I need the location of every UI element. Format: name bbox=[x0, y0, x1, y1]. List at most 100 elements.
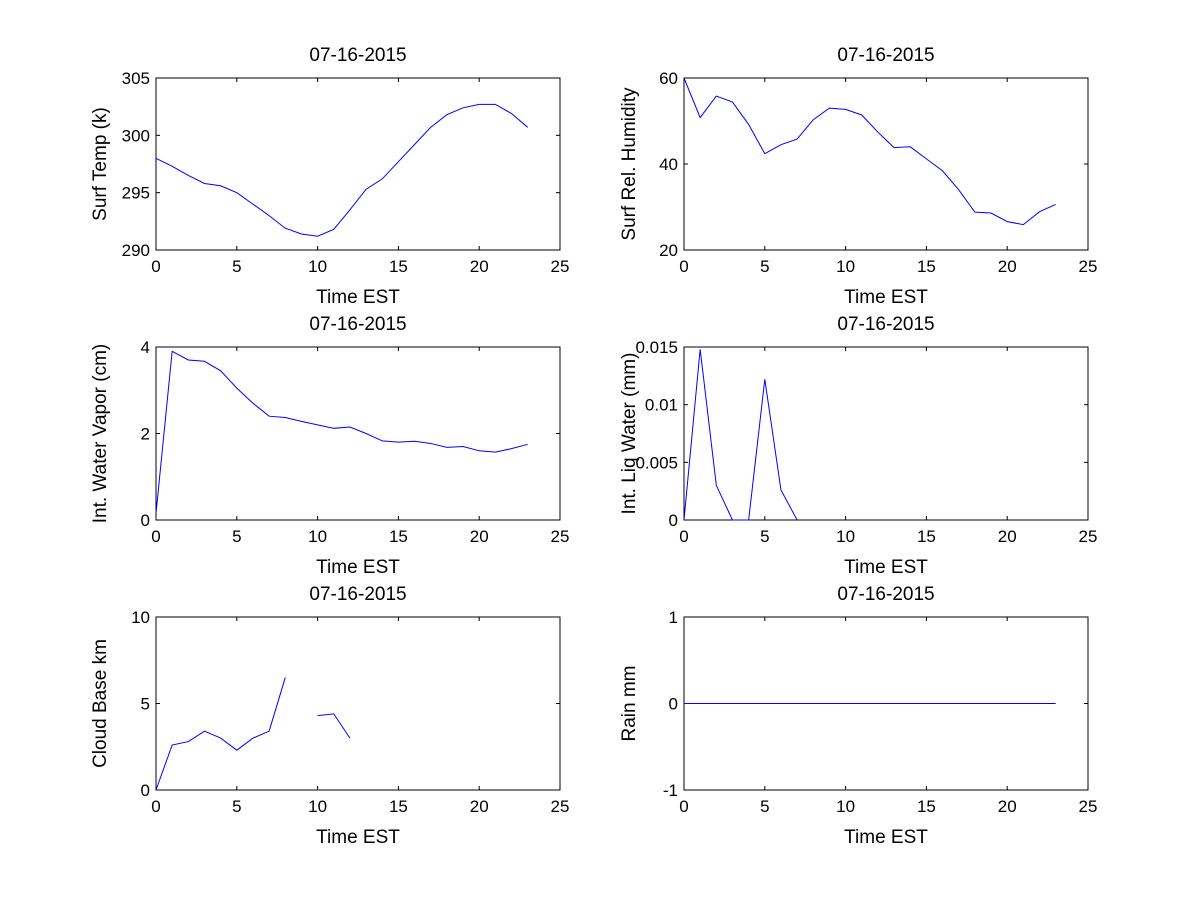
series-line bbox=[155, 677, 351, 791]
y-axis-label: Rain mm bbox=[619, 665, 640, 741]
x-tick-label: 15 bbox=[389, 797, 408, 816]
data-point bbox=[861, 703, 862, 704]
data-point bbox=[188, 741, 189, 742]
x-tick-label: 15 bbox=[917, 257, 936, 276]
subplot-1: 0 5 10 15 20 25 290 295 300 305 07-16-2015 Time EST… bbox=[90, 45, 569, 308]
y-tick-label: 0.01 bbox=[645, 396, 678, 415]
data-point bbox=[365, 189, 366, 190]
x-tick-label: 20 bbox=[998, 257, 1017, 276]
data-point bbox=[1023, 703, 1024, 704]
data-point bbox=[748, 519, 749, 520]
data-point bbox=[797, 519, 798, 520]
chart-title: 07-16-2015 bbox=[837, 314, 934, 335]
data-point bbox=[700, 117, 701, 118]
data-point bbox=[204, 361, 205, 362]
data-point bbox=[462, 107, 463, 108]
x-tick-label: 0 bbox=[151, 527, 160, 546]
data-point bbox=[301, 421, 302, 422]
data-point bbox=[764, 703, 765, 704]
data-point bbox=[700, 703, 701, 704]
y-tick-label: 10 bbox=[131, 608, 150, 627]
x-tick-label: 25 bbox=[1079, 797, 1098, 816]
data-point bbox=[155, 789, 156, 790]
data-point bbox=[285, 417, 286, 418]
data-point bbox=[349, 426, 350, 427]
data-point bbox=[462, 446, 463, 447]
x-tick-label: 5 bbox=[232, 797, 241, 816]
data-point bbox=[974, 703, 975, 704]
data-point bbox=[301, 233, 302, 234]
data-point bbox=[829, 108, 830, 109]
data-point bbox=[398, 442, 399, 443]
axes-frame bbox=[683, 346, 1089, 521]
data-point bbox=[220, 185, 221, 186]
data-point bbox=[716, 703, 717, 704]
data-point bbox=[829, 703, 830, 704]
data-point bbox=[813, 703, 814, 704]
data-point bbox=[942, 170, 943, 171]
data-point bbox=[1007, 703, 1008, 704]
x-tick-label: 0 bbox=[679, 257, 688, 276]
data-point bbox=[317, 424, 318, 425]
data-point bbox=[861, 114, 862, 115]
y-axis-label: Surf Temp (k) bbox=[90, 107, 111, 221]
subplot-2: 0 5 10 15 20 25 20 40 60 07-16-2015 Time EST Surf R… bbox=[619, 45, 1097, 308]
data-point bbox=[764, 153, 765, 154]
data-point bbox=[204, 731, 205, 732]
x-tick-label: 10 bbox=[308, 257, 327, 276]
data-point bbox=[172, 744, 173, 745]
data-point bbox=[349, 738, 350, 739]
x-tick-label: 20 bbox=[998, 527, 1017, 546]
data-point bbox=[382, 178, 383, 179]
data-point bbox=[958, 703, 959, 704]
y-axis-label: Surf Rel. Humidity bbox=[619, 87, 640, 241]
x-tick-label: 10 bbox=[308, 527, 327, 546]
data-point bbox=[700, 349, 701, 350]
data-point bbox=[1039, 211, 1040, 212]
data-point bbox=[1039, 703, 1040, 704]
data-point bbox=[1055, 204, 1056, 205]
chart-title: 07-16-2015 bbox=[309, 584, 406, 605]
data-point bbox=[220, 370, 221, 371]
data-point bbox=[990, 703, 991, 704]
data-point bbox=[748, 124, 749, 125]
data-point bbox=[1007, 221, 1008, 222]
x-axis-label: Time EST bbox=[316, 557, 400, 578]
data-point bbox=[155, 158, 156, 159]
data-point bbox=[252, 403, 253, 404]
x-tick-label: 5 bbox=[760, 257, 769, 276]
axes-frame bbox=[155, 616, 561, 791]
data-point bbox=[716, 485, 717, 486]
x-tick-label: 0 bbox=[679, 797, 688, 816]
data-point bbox=[1055, 703, 1056, 704]
y-tick-label: 305 bbox=[122, 69, 150, 88]
data-point bbox=[479, 450, 480, 451]
data-point bbox=[683, 77, 684, 78]
x-tick-label: 5 bbox=[232, 527, 241, 546]
data-point bbox=[926, 703, 927, 704]
series-line bbox=[683, 77, 1056, 226]
data-point bbox=[414, 144, 415, 145]
chart-title: 07-16-2015 bbox=[309, 314, 406, 335]
data-point bbox=[974, 212, 975, 213]
x-tick-label: 15 bbox=[389, 527, 408, 546]
chart-title: 07-16-2015 bbox=[837, 584, 934, 605]
data-point bbox=[527, 127, 528, 128]
data-point bbox=[446, 114, 447, 115]
data-point bbox=[527, 444, 528, 445]
data-point bbox=[317, 715, 318, 716]
x-tick-label: 0 bbox=[151, 797, 160, 816]
y-axis-label: Cloud Base km bbox=[90, 639, 111, 768]
data-point bbox=[511, 113, 512, 114]
data-point bbox=[479, 104, 480, 105]
x-tick-label: 25 bbox=[1079, 257, 1098, 276]
data-point bbox=[285, 677, 286, 678]
data-point bbox=[252, 204, 253, 205]
data-point bbox=[430, 127, 431, 128]
x-tick-label: 25 bbox=[551, 257, 570, 276]
data-point bbox=[236, 192, 237, 193]
data-point bbox=[236, 387, 237, 388]
data-point bbox=[910, 146, 911, 147]
y-tick-label: -1 bbox=[663, 781, 678, 800]
